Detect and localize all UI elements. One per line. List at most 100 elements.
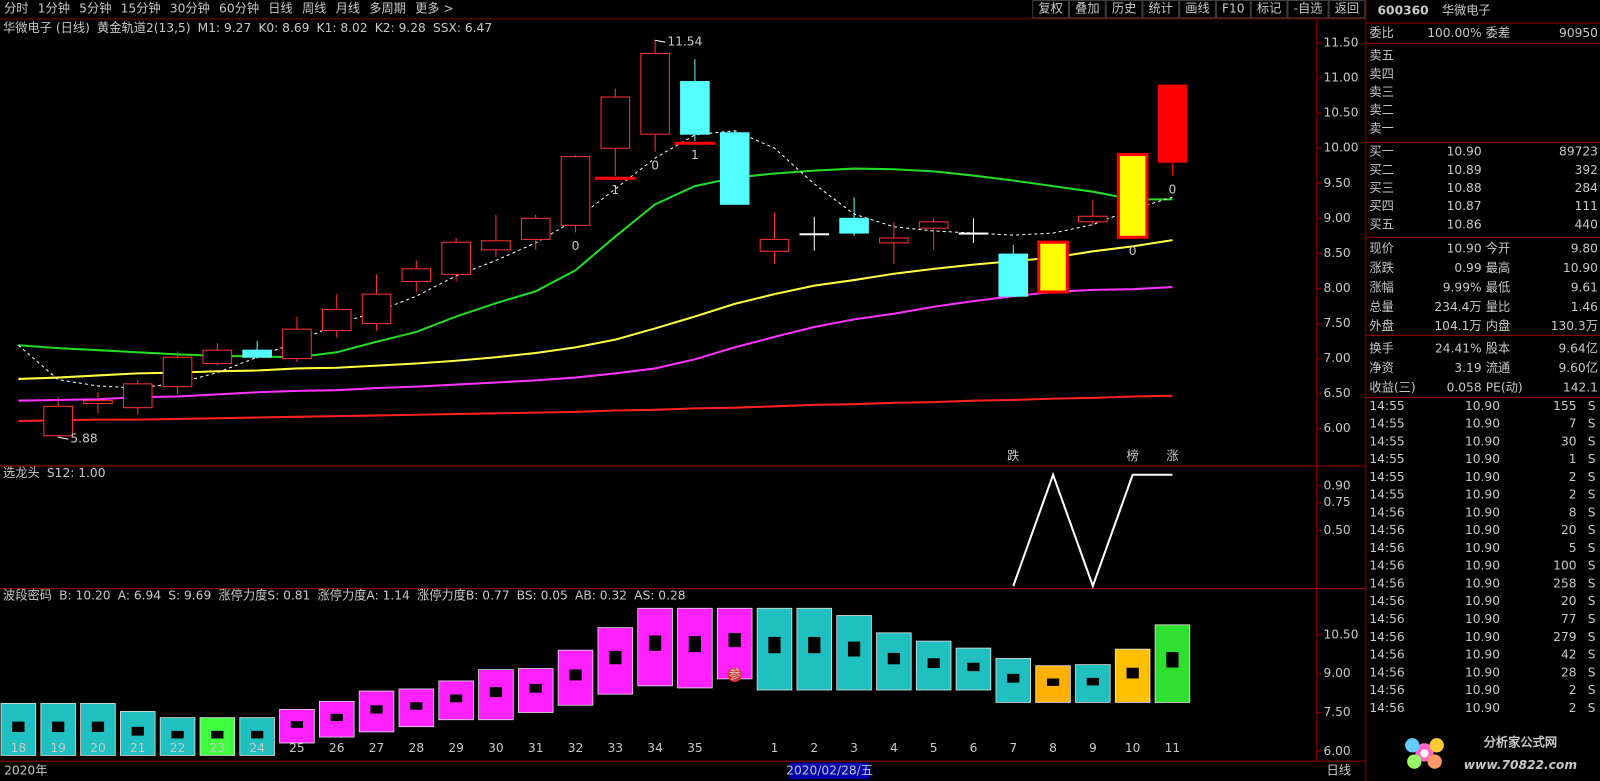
bar-notch xyxy=(609,650,622,665)
y-tick-label: 8.00 xyxy=(1323,281,1350,295)
date-box xyxy=(789,762,870,779)
tick-price: 10.90 xyxy=(1465,488,1500,502)
period-tab[interactable]: 更多 > xyxy=(415,2,454,16)
period-tab[interactable]: 周线 xyxy=(302,2,326,16)
stat-value: 130.3万 xyxy=(1551,319,1598,333)
x-tick-label: 26 xyxy=(329,741,345,755)
tick-volume: 77 xyxy=(1561,612,1577,626)
toolbar-button[interactable]: F10 xyxy=(1222,2,1245,16)
bar-notch xyxy=(1126,667,1139,679)
sell-label: 卖四 xyxy=(1369,67,1393,81)
tick-volume: 8 xyxy=(1569,505,1577,519)
period-tab[interactable]: 日线 xyxy=(268,2,292,16)
tick-side: S xyxy=(1588,399,1596,413)
candle-body xyxy=(680,81,710,135)
toolbar-button[interactable]: 复权 xyxy=(1038,2,1062,16)
tick-time: 14:56 xyxy=(1369,576,1404,590)
stat-value: 10.90 xyxy=(1563,261,1598,275)
stat-value: 9.60亿 xyxy=(1558,360,1597,375)
stat-label: 涨幅 xyxy=(1369,279,1393,294)
toolbar-button[interactable]: 返回 xyxy=(1335,2,1359,16)
toolbar-button[interactable]: 标记 xyxy=(1257,2,1281,16)
tick-time: 14:56 xyxy=(1369,541,1404,555)
tag: 跌 xyxy=(1007,448,1019,463)
button-frame xyxy=(1142,0,1180,19)
tick-side: S xyxy=(1588,576,1596,590)
stock-name: 华微电子 xyxy=(1442,3,1491,18)
period-tab[interactable]: 分时 xyxy=(4,2,28,16)
stat-label: PE(动) xyxy=(1486,380,1523,394)
period-tab[interactable]: 30分钟 xyxy=(170,1,210,16)
toolbar-button[interactable]: 画线 xyxy=(1185,2,1209,16)
tick-volume: 5 xyxy=(1569,541,1577,555)
toolbar-button[interactable]: -自选 xyxy=(1294,2,1323,16)
bar-notch xyxy=(211,730,224,739)
x-tick-label: 9 xyxy=(1089,741,1097,755)
legend-text: BS: 0.05 xyxy=(517,589,568,603)
bar-notch xyxy=(808,636,821,654)
period-tab[interactable]: 1分钟 xyxy=(38,1,70,16)
buy-label: 买四 xyxy=(1369,199,1393,213)
bar-notch xyxy=(330,713,343,721)
tick-price: 10.90 xyxy=(1465,505,1500,519)
ratio-value: 100.00% xyxy=(1427,26,1481,40)
candle-body xyxy=(122,383,153,409)
x-tick-label: 19 xyxy=(50,741,66,755)
tick-side: S xyxy=(1588,683,1596,697)
stat-value: 24.41% xyxy=(1435,342,1482,356)
candle-body xyxy=(998,253,1029,297)
toolbar-button[interactable]: 历史 xyxy=(1112,2,1136,16)
tick-price: 10.90 xyxy=(1465,541,1500,555)
stat-value: 1.46 xyxy=(1571,300,1598,314)
tick-volume: 2 xyxy=(1569,470,1577,484)
candle-body xyxy=(43,405,73,437)
stat-label: 现价 xyxy=(1369,242,1393,256)
buy-price: 10.86 xyxy=(1447,217,1482,231)
tick-side: S xyxy=(1588,452,1596,466)
y-tick-label: 0.75 xyxy=(1323,495,1350,509)
period-tab[interactable]: 月线 xyxy=(336,2,360,16)
period-tab[interactable]: 15分钟 xyxy=(121,1,161,16)
tick-side: S xyxy=(1588,523,1596,537)
tick-price: 10.90 xyxy=(1465,417,1500,431)
bar xyxy=(358,690,395,733)
buy-price: 10.87 xyxy=(1447,199,1482,213)
tick-time: 14:55 xyxy=(1369,488,1404,502)
badge xyxy=(727,667,742,682)
legend-text: 华微电子 (日线) xyxy=(3,20,90,35)
toolbar-button[interactable]: 叠加 xyxy=(1075,2,1099,16)
legend-text: 涨停力度B: 0.77 xyxy=(417,588,510,603)
bar-notch xyxy=(569,669,582,681)
x-tick-label: 23 xyxy=(210,741,226,755)
x-tick-label: 1 xyxy=(771,741,779,755)
tick-price: 10.90 xyxy=(1465,701,1500,715)
stat-label: 收益(三) xyxy=(1369,380,1415,394)
tick-price: 10.90 xyxy=(1465,470,1500,484)
bar xyxy=(677,607,713,689)
toolbar-button[interactable]: 统计 xyxy=(1149,2,1173,16)
sell-label: 卖三 xyxy=(1369,85,1393,99)
period-tab[interactable]: 多周期 xyxy=(369,2,406,16)
x-tick-label: 7 xyxy=(1009,741,1017,755)
max-label: 11.54 xyxy=(667,35,702,49)
buy-label: 买五 xyxy=(1369,217,1393,231)
y-tick-label: 7.00 xyxy=(1323,351,1350,365)
period-tab[interactable]: 5分钟 xyxy=(79,1,111,16)
signal: 0 xyxy=(572,239,580,253)
tick-time: 14:55 xyxy=(1369,470,1404,484)
series-line xyxy=(18,286,1173,402)
tick-side: S xyxy=(1588,630,1596,644)
legend-text: K0: 8.69 xyxy=(258,21,309,35)
bar-notch xyxy=(12,721,25,733)
series-line xyxy=(18,394,1173,423)
tick-time: 14:56 xyxy=(1369,523,1404,537)
tick-price: 10.90 xyxy=(1465,559,1500,573)
tick-side: S xyxy=(1588,594,1596,608)
signal: 0 xyxy=(1129,244,1137,258)
y-tick-label: 0.90 xyxy=(1323,478,1350,492)
period-tab[interactable]: 60分钟 xyxy=(219,1,259,16)
x-tick-label: 4 xyxy=(890,741,898,755)
footer-year: 2020年 xyxy=(4,763,47,777)
bar-notch xyxy=(370,705,383,714)
